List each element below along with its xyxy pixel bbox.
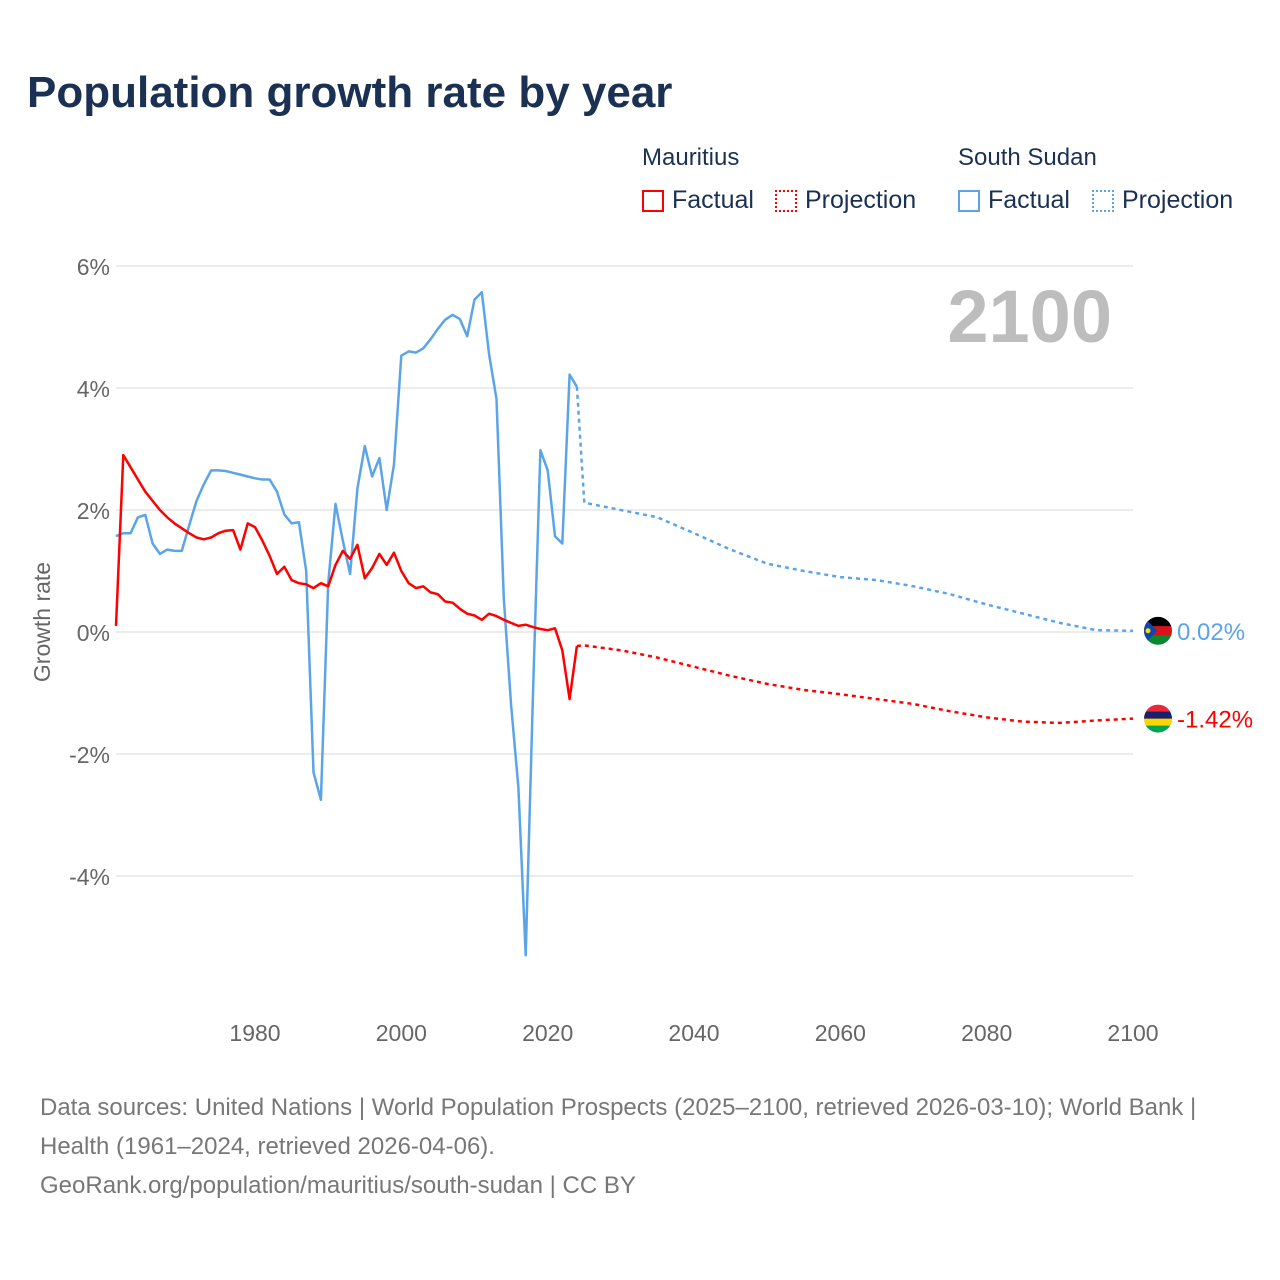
year-label: 2100	[947, 275, 1112, 358]
legend-mauritius-projection[interactable]: Projection	[775, 186, 916, 215]
mauritius-factual-line	[114, 453, 579, 701]
footer: Data sources: United Nations | World Pop…	[40, 1088, 1240, 1205]
south-sudan-projection-line	[575, 386, 1134, 633]
line-chart: 6% 4% 2% 0% -2% -4% 1980 2000 2020 2040 2060 2080 21…	[29, 254, 1253, 1046]
legend-group-south-sudan: South Sudan	[958, 144, 1097, 171]
y-tick-label: 4%	[77, 376, 110, 402]
data-sources: Data sources: United Nations | World Pop…	[40, 1094, 1197, 1160]
y-tick-label: -2%	[69, 742, 110, 768]
y-tick-label: -4%	[69, 864, 110, 890]
south-sudan-end-label: 0.02%	[1177, 619, 1245, 646]
x-tick-label: 2100	[1107, 1020, 1158, 1046]
legend-mauritius-factual[interactable]: Factual	[642, 186, 754, 215]
mauritius-projection-line	[576, 644, 1134, 725]
x-tick-label: 2000	[376, 1020, 427, 1046]
mauritius-flag-icon	[1144, 704, 1172, 733]
x-tick-label: 2020	[522, 1020, 573, 1046]
legend-swatch-solid	[642, 189, 664, 212]
mauritius-end-label: -1.42%	[1177, 707, 1253, 734]
legend-swatch-solid	[958, 189, 980, 212]
x-tick-label: 1980	[229, 1020, 280, 1046]
legend-swatch-dotted	[775, 189, 797, 212]
legend-swatch-dotted	[1092, 189, 1114, 212]
south-sudan-factual-line	[115, 290, 578, 957]
legend-label: Factual	[672, 186, 754, 214]
x-tick-label: 2060	[815, 1020, 866, 1046]
y-axis-label: Growth rate	[29, 562, 55, 682]
x-tick-label: 2080	[961, 1020, 1012, 1046]
legend-label: Factual	[988, 186, 1070, 214]
legend-label: Projection	[1122, 186, 1234, 214]
credit-link[interactable]: GeoRank.org/population/mauritius/south-s…	[40, 1172, 636, 1199]
chart-title: Population growth rate by year	[27, 68, 673, 117]
legend-south-sudan-factual[interactable]: Factual	[958, 186, 1070, 215]
x-tick-label: 2040	[668, 1020, 719, 1046]
y-tick-label: 6%	[77, 254, 110, 280]
legend-group-mauritius: Mauritius	[642, 144, 740, 171]
legend-south-sudan-projection[interactable]: Projection	[1092, 186, 1233, 215]
y-tick-label: 0%	[77, 620, 110, 646]
south-sudan-flag-icon	[1144, 616, 1172, 645]
y-tick-label: 2%	[77, 498, 110, 524]
legend-label: Projection	[805, 186, 917, 214]
